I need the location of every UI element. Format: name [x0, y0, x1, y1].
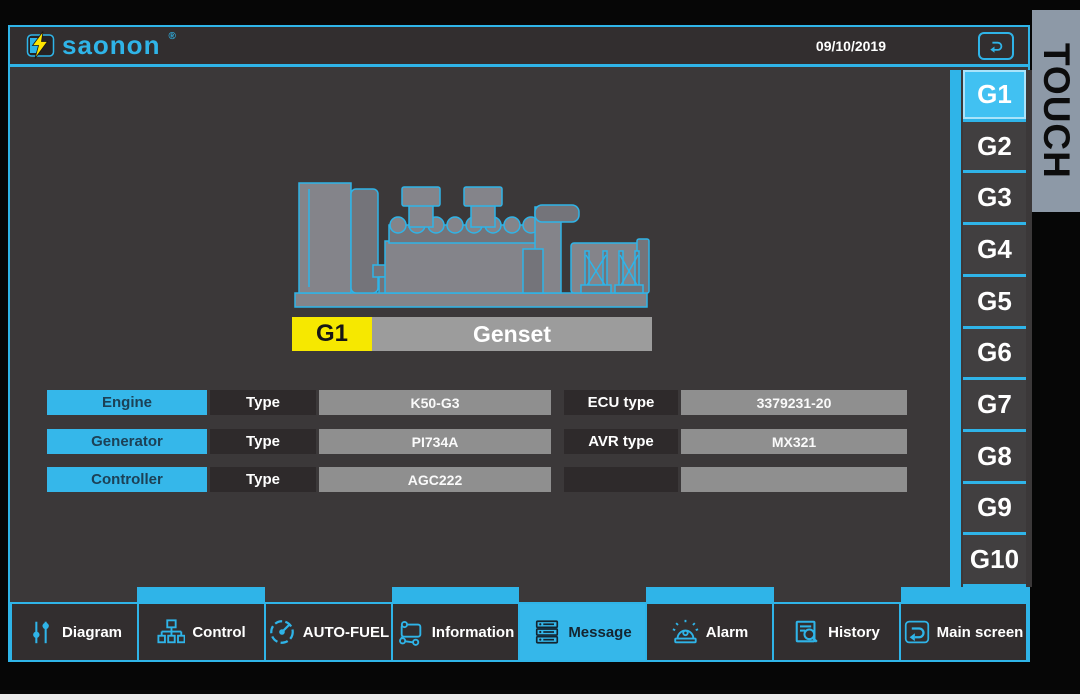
genset-button-list: G1 G2 G3 G4 G5 G6 G7 G8 G9 G10 — [963, 70, 1026, 588]
selector-accent-bar — [950, 70, 961, 587]
table-row: Generator Type PI734A — [47, 429, 551, 454]
table-row: Controller Type AGC222 — [47, 467, 551, 492]
touch-bezel-label: TOUCH — [1032, 10, 1080, 212]
bottom-nav-bar: Diagram Control — [10, 602, 1028, 662]
sitemap-icon — [157, 618, 186, 646]
generator-type-value: PI734A — [319, 429, 551, 454]
siren-icon — [671, 618, 699, 646]
date-display: 09/10/2019 — [815, 38, 886, 54]
genset-selector-panel: G1 G2 G3 G4 G5 G6 G7 G8 G9 G10 — [950, 70, 1032, 588]
nav-information-button[interactable]: Information — [391, 602, 520, 662]
nav-label: History — [828, 623, 880, 641]
genset-button-g7[interactable]: G7 — [963, 380, 1026, 432]
connector-segment — [391, 587, 519, 602]
connector-segment — [646, 587, 774, 602]
nav-label: Alarm — [705, 623, 749, 641]
registered-mark: ® — [168, 31, 176, 42]
controller-type-value: AGC222 — [319, 467, 551, 492]
nav-diagram-button[interactable]: Diagram — [10, 602, 139, 662]
table-row: Engine Type K50-G3 — [47, 390, 551, 415]
flow-icon — [397, 618, 425, 646]
table-row — [564, 467, 907, 492]
brand-logo: saonon ® — [26, 31, 176, 59]
connector-segment — [10, 587, 138, 602]
bezel-bottom-edge — [0, 694, 1080, 700]
engine-label[interactable]: Engine — [47, 390, 207, 415]
nav-label: Main screen — [936, 623, 1024, 641]
genset-button-g4[interactable]: G4 — [963, 225, 1026, 277]
controller-type-field: Type — [210, 467, 316, 492]
genset-button-g1[interactable]: G1 — [963, 70, 1026, 122]
nav-label: Diagram — [61, 623, 123, 641]
empty-label-cell — [564, 467, 678, 492]
table-row: ECU type 3379231-20 — [564, 390, 907, 415]
genset-tag-badge: G1 — [292, 317, 372, 351]
nav-message-button[interactable]: Message — [518, 602, 647, 662]
return-icon — [904, 619, 930, 645]
genset-button-g2[interactable]: G2 — [963, 121, 1026, 174]
nav-label: Information — [431, 623, 515, 641]
connector-segment — [900, 587, 1028, 602]
document-search-icon — [793, 618, 821, 646]
return-icon — [990, 41, 1003, 53]
brand-name: saonon — [62, 30, 161, 60]
sliders-icon — [27, 618, 55, 646]
avr-type-value: MX321 — [681, 429, 907, 454]
connector-segment — [519, 587, 647, 602]
lightning-logo-icon — [26, 31, 55, 59]
nav-autofuel-button[interactable]: AUTO-FUEL — [264, 602, 393, 662]
nav-mainscreen-button[interactable]: Main screen — [899, 602, 1028, 662]
nav-label: Control — [192, 623, 246, 641]
gauge-icon — [268, 618, 296, 646]
engine-type-field: Type — [210, 390, 316, 415]
genset-illustration — [294, 182, 650, 308]
connector-segment — [137, 587, 265, 602]
return-button[interactable] — [978, 32, 1014, 60]
generator-type-field: Type — [210, 429, 316, 454]
nav-control-button[interactable]: Control — [137, 602, 266, 662]
controller-label[interactable]: Controller — [47, 467, 207, 492]
genset-button-g3[interactable]: G3 — [963, 173, 1026, 226]
nav-alarm-button[interactable]: Alarm — [645, 602, 774, 662]
nav-label: Message — [568, 623, 632, 641]
list-icon — [533, 618, 561, 646]
genset-button-g5[interactable]: G5 — [963, 276, 1026, 329]
nav-connector-strip — [10, 587, 1028, 602]
hmi-screen: saonon ® 09/10/2019 — [8, 25, 1032, 662]
connector-segment — [264, 587, 392, 602]
ecu-type-label: ECU type — [564, 390, 678, 415]
genset-button-g9[interactable]: G9 — [963, 483, 1026, 536]
nav-label: AUTO-FUEL — [302, 623, 390, 641]
avr-type-label: AVR type — [564, 429, 678, 454]
table-row: AVR type MX321 — [564, 429, 907, 454]
genset-button-g8[interactable]: G8 — [963, 431, 1026, 484]
nav-history-button[interactable]: History — [772, 602, 901, 662]
empty-value-cell — [681, 467, 907, 492]
genset-button-g10[interactable]: G10 — [963, 535, 1026, 588]
ecu-type-value: 3379231-20 — [681, 390, 907, 415]
header-bar: saonon ® 09/10/2019 — [10, 27, 1028, 67]
genset-button-g6[interactable]: G6 — [963, 328, 1026, 381]
engine-type-value: K50-G3 — [319, 390, 551, 415]
genset-title: Genset — [372, 317, 652, 351]
genset-label-bar: G1 Genset — [292, 317, 652, 351]
connector-segment — [773, 587, 901, 602]
generator-label[interactable]: Generator — [47, 429, 207, 454]
